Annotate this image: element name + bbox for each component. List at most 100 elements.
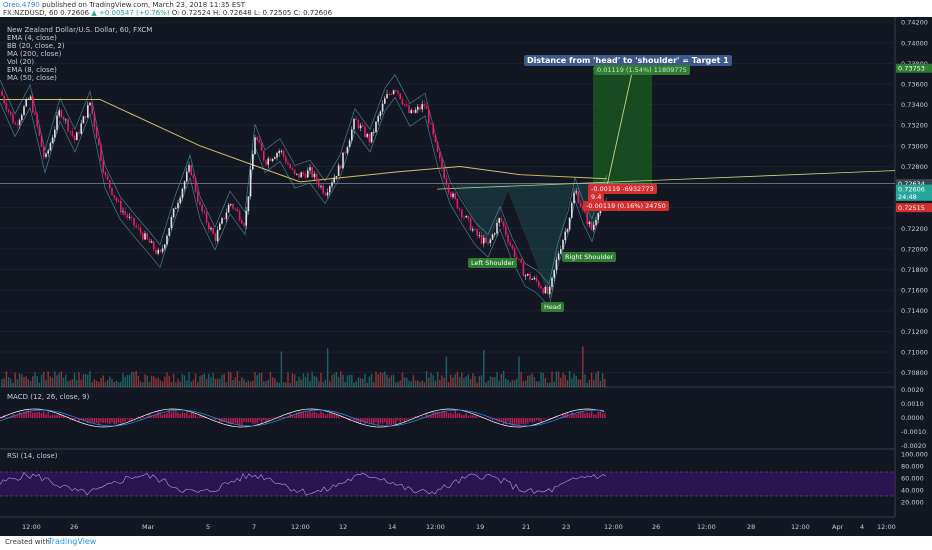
publisher-link[interactable]: Oreo.4790	[3, 1, 40, 9]
candle-body	[469, 218, 472, 231]
time-tag: 24:48	[898, 193, 917, 201]
macd-histogram-bar	[192, 413, 195, 418]
volume-bar	[439, 379, 441, 387]
volume-bar	[236, 371, 239, 387]
volume-bar	[14, 372, 16, 387]
volume-bar	[263, 381, 265, 387]
candle-body	[538, 281, 540, 287]
volume-bar	[254, 372, 256, 387]
volume-bar	[153, 376, 155, 387]
candle-body	[177, 202, 179, 209]
candle-body	[491, 234, 494, 240]
candle-body	[302, 172, 305, 174]
volume-bar	[122, 373, 124, 387]
legend-item[interactable]: Vol (20)	[7, 58, 35, 66]
candle-body	[480, 235, 483, 244]
candle-body	[399, 93, 401, 100]
macd-histogram-bar	[522, 418, 525, 425]
macd-histogram-bar	[95, 418, 98, 424]
candle-body	[390, 94, 393, 95]
volume-bar	[322, 381, 324, 387]
legend-item[interactable]: EMA (4, close)	[7, 34, 57, 42]
right-shoulder-label[interactable]: Right Shoulder	[562, 252, 617, 262]
current-price-tag: 0.72606	[898, 186, 925, 194]
candle-body	[298, 173, 300, 178]
macd-histogram-bar	[476, 416, 478, 418]
volume-bar	[186, 380, 188, 387]
candle-body	[282, 150, 285, 157]
time-tick-label: 12	[339, 523, 347, 531]
candle-body	[586, 212, 588, 225]
volume-bar	[441, 375, 443, 387]
candle-body	[45, 153, 47, 157]
volume-bar	[502, 371, 505, 387]
candle-body	[18, 119, 21, 125]
macd-histogram-bar	[219, 418, 221, 423]
volume-bar	[67, 381, 69, 387]
left-shoulder-label[interactable]: Left Shoulder	[468, 258, 518, 268]
time-tick-label: 28	[747, 523, 755, 531]
candle-body	[98, 138, 100, 145]
ma-200-line	[0, 98, 608, 183]
candle-body	[7, 109, 10, 112]
candle-body	[467, 216, 470, 219]
volume-bar	[219, 378, 221, 387]
volume-bar	[370, 373, 373, 387]
candle-body	[210, 228, 212, 230]
macd-histogram-bar	[23, 412, 25, 418]
macd-histogram-bar	[392, 418, 395, 424]
rsi-tick-label: 20.000	[901, 499, 924, 507]
candle-body	[223, 218, 225, 219]
volume-bar	[573, 373, 575, 387]
candle-body	[29, 96, 32, 100]
macd-histogram-bar	[280, 416, 283, 418]
candle-body	[318, 181, 320, 187]
candle-body	[249, 169, 252, 197]
time-tick-label: 12:00	[697, 523, 716, 531]
macd-histogram-bar	[421, 416, 423, 418]
candle-body	[82, 116, 85, 124]
candle-body	[168, 227, 170, 236]
price-chart[interactable]: 0.742000.740000.738000.736000.734000.732…	[0, 17, 932, 536]
head-label[interactable]: Head	[541, 302, 564, 312]
macd-histogram-bar	[241, 418, 243, 426]
macd-histogram-bar	[14, 415, 16, 418]
volume-bar	[410, 381, 412, 387]
measure-box[interactable]: -0.00119 -6932773	[588, 184, 657, 194]
macd-histogram-bar	[84, 418, 87, 421]
candle-body	[304, 173, 307, 178]
candle-body	[230, 203, 232, 205]
legend-item[interactable]: BB (20, close, 2)	[7, 42, 65, 50]
volume-bar	[505, 378, 507, 387]
volume-bar	[126, 375, 129, 387]
volume-bar	[331, 375, 333, 387]
legend-item[interactable]: EMA (8, close)	[7, 66, 57, 74]
volume-bar	[599, 380, 602, 387]
macd-histogram-bar	[179, 413, 181, 418]
volume-bar	[307, 373, 309, 387]
candle-body	[428, 109, 430, 124]
target-annotation[interactable]: Distance from 'head' to 'shoulder' = Tar…	[524, 55, 732, 66]
volume-bar	[23, 376, 25, 387]
legend-item[interactable]: MA (200, close)	[7, 50, 62, 58]
candle-body	[549, 287, 551, 294]
candle-body	[496, 222, 498, 234]
macd-label[interactable]: MACD (12, 26, close, 9)	[7, 393, 90, 401]
macd-histogram-bar	[549, 418, 551, 420]
measure-box-2[interactable]: -0.00119 (0.16%) 24750	[583, 201, 669, 211]
candle-body	[148, 238, 151, 243]
macd-histogram-bar	[76, 418, 78, 419]
macd-histogram-bar	[507, 418, 509, 422]
volume-bar	[527, 375, 529, 387]
macd-histogram-bar	[399, 418, 401, 423]
volume-bar	[392, 374, 395, 387]
volume-bar	[595, 373, 597, 387]
candle-body	[73, 135, 76, 141]
candle-body	[120, 201, 122, 213]
tradingview-logo[interactable]: TradingView	[48, 537, 97, 546]
candle-body	[199, 201, 201, 205]
rsi-label[interactable]: RSI (14, close)	[7, 452, 58, 460]
legend-item[interactable]: MA (50, close)	[7, 74, 57, 82]
macd-histogram-bar	[524, 418, 527, 425]
candle-body	[417, 106, 419, 110]
